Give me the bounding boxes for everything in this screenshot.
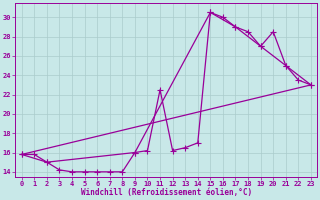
- X-axis label: Windchill (Refroidissement éolien,°C): Windchill (Refroidissement éolien,°C): [81, 188, 252, 197]
